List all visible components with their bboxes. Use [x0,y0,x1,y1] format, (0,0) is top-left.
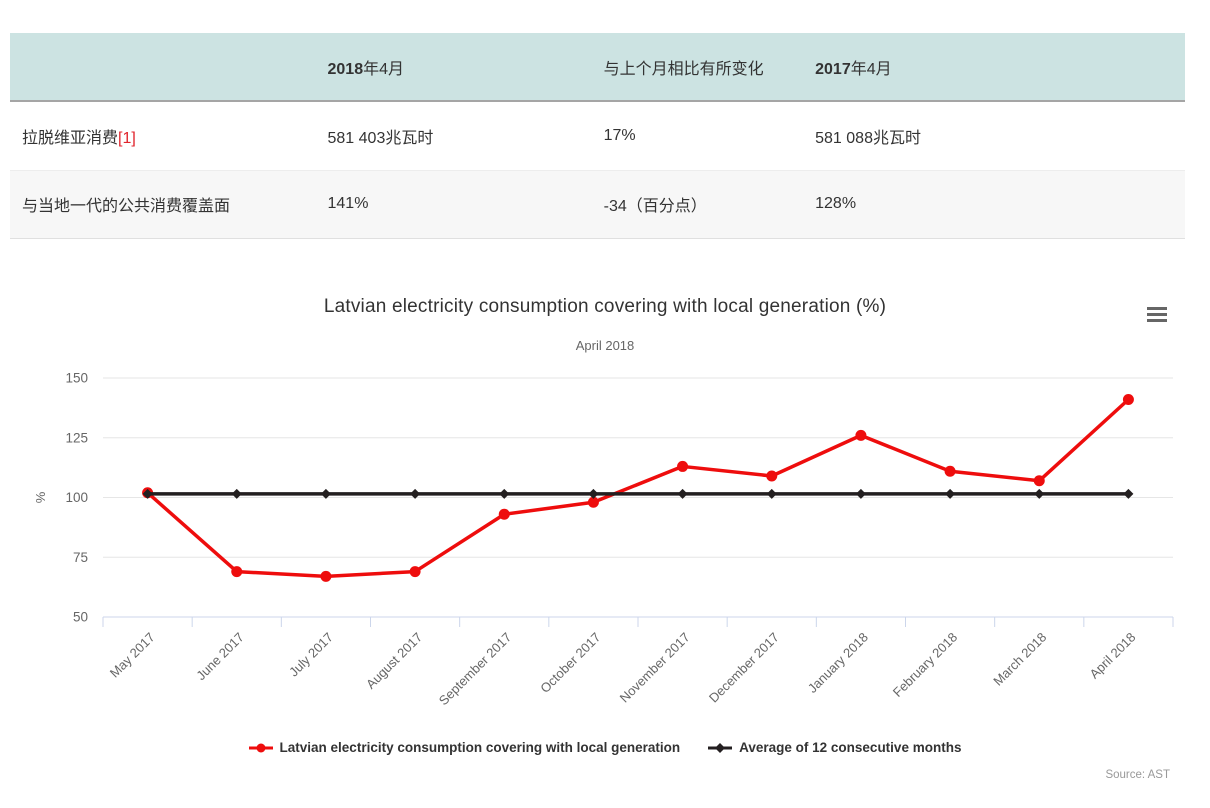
y-axis-tick-label: 75 [73,550,88,565]
footnote-link[interactable]: [1] [118,129,136,147]
data-point-marker[interactable] [498,508,510,520]
x-axis-category-label: February 2018 [890,630,960,700]
header-change-vs-prev-month: 与上个月相比有所变化 [591,33,804,102]
table-row: 拉脱维亚消费[1] 581 403兆瓦时 17% 581 088兆瓦时 [10,101,1185,170]
chart-export-menu-button[interactable] [1144,303,1170,325]
row-label-coverage: 与当地一代的公共消费覆盖面 [22,198,231,215]
y-axis-tick-label: 125 [65,430,88,445]
data-point-marker[interactable] [320,488,331,499]
data-point-marker[interactable] [766,470,778,482]
cell-consumption-2017: 581 088兆瓦时 [815,129,921,147]
y-axis-tick-label: 100 [65,490,88,505]
data-point-marker[interactable] [1033,475,1045,487]
cell-coverage-change: -34（百分点） [603,198,707,215]
x-axis-category-label: October 2017 [537,630,603,696]
line-chart: 50 75 100 125 150 May 2017 June 2017 July 2017 A… [33,371,1174,709]
header-2018-april: 2018年4月 [315,33,592,102]
table-row: 与当地一代的公共消费覆盖面 141% -34（百分点） 128% [10,170,1185,238]
x-axis-category-label: March 2018 [990,630,1049,689]
cell-consumption-2018: 581 403兆瓦时 [327,129,434,147]
data-point-marker[interactable] [1123,488,1134,499]
y-axis-tick-label: 150 [65,371,88,386]
legend-item[interactable]: Latvian electricity consumption covering… [248,740,681,755]
header-2017-april: 2017年4月 [803,33,1185,102]
y-axis-tick-label: 50 [73,610,88,625]
chart-subtitle: April 2018 [575,338,635,353]
data-point-marker[interactable] [410,488,421,499]
data-point-marker[interactable] [499,488,510,499]
data-point-marker[interactable] [320,570,332,582]
data-point-marker[interactable] [677,488,688,499]
x-axis-category-label: December 2017 [706,630,782,706]
cell-consumption-change: 17% [603,126,636,144]
hamburger-icon [1147,306,1167,322]
data-point-marker[interactable] [855,429,867,441]
x-axis-category-label: September 2017 [436,630,515,709]
data-point-marker[interactable] [142,488,153,499]
x-axis-category-label: November 2017 [617,630,693,706]
data-point-marker[interactable] [766,488,777,499]
x-axis-category-label: January 2018 [805,630,871,696]
x-axis-category-label: June 2017 [193,630,247,684]
data-point-marker[interactable] [677,460,689,472]
x-axis-category-label: August 2017 [363,630,425,692]
data-point-marker[interactable] [231,488,242,499]
circle-marker-icon [248,743,273,752]
source-label: Source: AST [1105,769,1170,781]
cell-coverage-2018: 141% [327,195,369,212]
data-point-marker[interactable] [855,488,866,499]
data-point-marker[interactable] [588,488,599,499]
legend-label: Latvian electricity consumption covering… [279,740,681,755]
data-point-marker[interactable] [1122,394,1134,406]
x-axis-category-label: April 2018 [1087,630,1139,682]
row-label-consumption: 拉脱维亚消费[1] [22,129,136,147]
data-point-marker[interactable] [1034,488,1045,499]
table-header-row: 2018年4月 与上个月相比有所变化 2017年4月 [10,33,1185,102]
data-point-marker[interactable] [231,566,243,578]
y-axis-title: % [33,491,48,503]
diamond-marker-icon [708,742,733,753]
series-line [145,397,1131,579]
stats-table: 2018年4月 与上个月相比有所变化 2017年4月 拉脱维亚消费[1] 581… [10,33,1185,239]
chart-legend: Latvian electricity consumption covering… [0,740,1210,755]
data-point-marker[interactable] [945,488,956,499]
legend-item[interactable]: Average of 12 consecutive months [708,740,961,755]
legend-label: Average of 12 consecutive months [739,740,962,755]
x-axis-category-label: May 2017 [107,630,158,681]
data-point-marker[interactable] [409,566,421,578]
data-point-marker[interactable] [587,496,599,508]
header-empty-cell [10,33,316,102]
data-point-marker[interactable] [944,465,956,477]
x-axis-category-label: July 2017 [286,630,336,680]
chart-title: Latvian electricity consumption covering… [323,296,887,317]
cell-coverage-2017: 128% [815,195,857,212]
